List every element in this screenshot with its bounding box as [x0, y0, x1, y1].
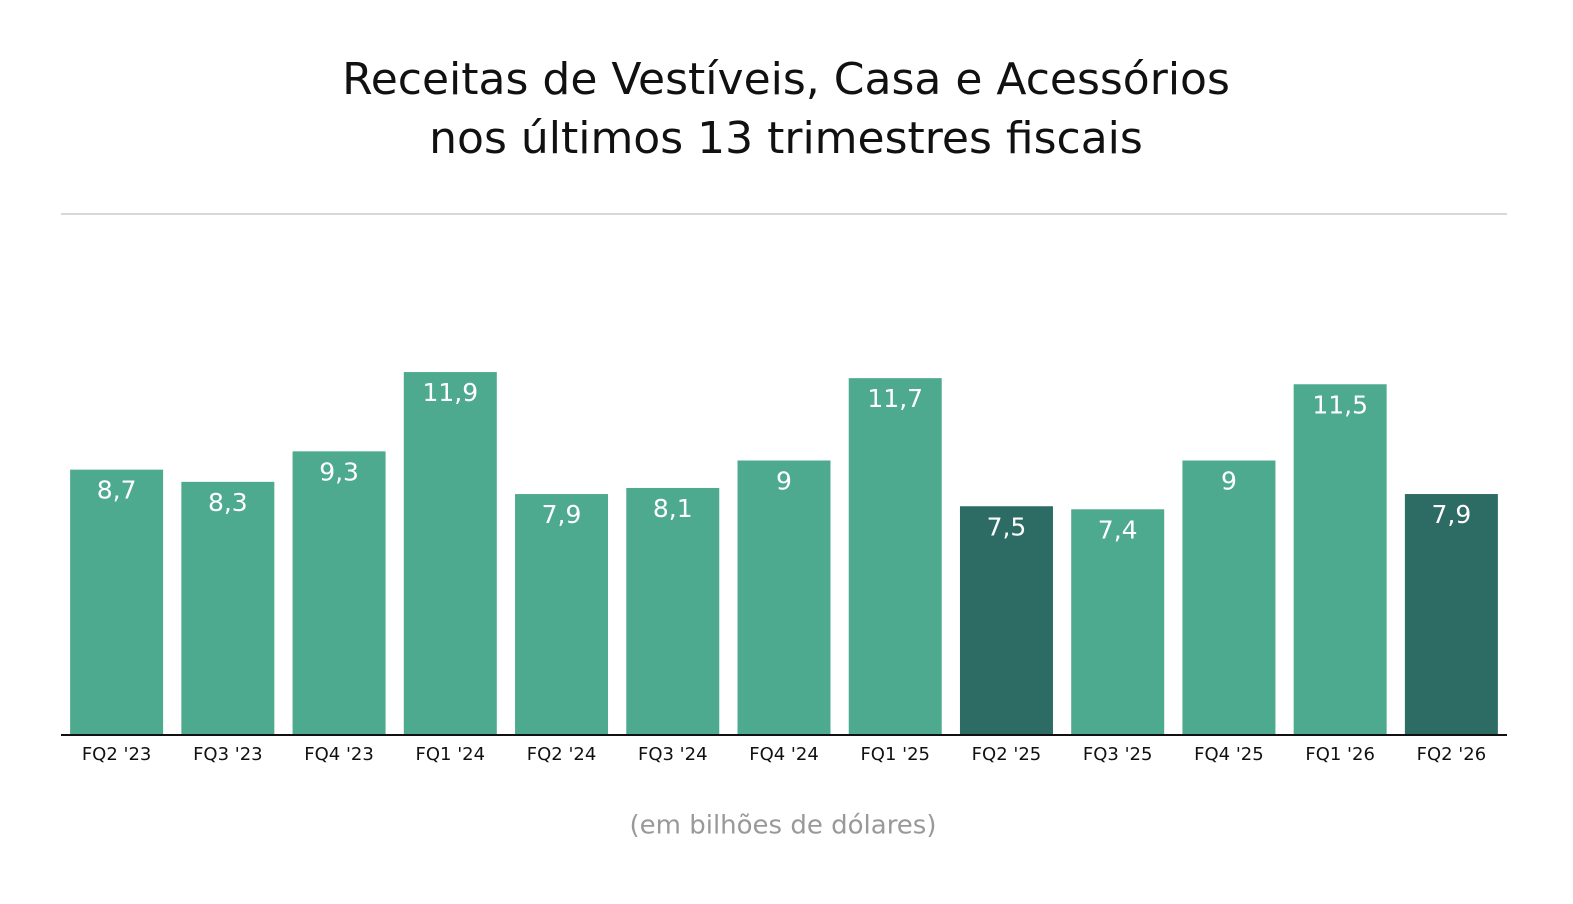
bar [181, 481, 275, 735]
value-label: 7,4 [1098, 515, 1138, 544]
bar [737, 460, 831, 735]
x-tick-label: FQ4 '25 [1194, 744, 1264, 765]
value-label: 9,3 [319, 457, 359, 486]
x-tick-label: FQ4 '24 [749, 744, 819, 765]
chart-title: nos últimos 13 trimestres fiscais [429, 113, 1143, 164]
value-label: 8,7 [97, 476, 137, 505]
value-label: 11,5 [1312, 390, 1368, 419]
chart-title: Receitas de Vestíveis, Casa e Acessórios [342, 54, 1230, 105]
x-tick-label: FQ1 '24 [416, 744, 486, 765]
value-label: 11,9 [422, 378, 478, 407]
x-tick-label: FQ3 '25 [1083, 744, 1153, 765]
x-tick-label: FQ2 '26 [1417, 744, 1487, 765]
x-tick-label: FQ1 '26 [1305, 744, 1375, 765]
unit-note: (em bilhões de dólares) [629, 811, 936, 841]
bar [70, 469, 164, 735]
bar [626, 487, 720, 735]
value-label: 11,7 [867, 384, 923, 413]
bar [403, 372, 497, 735]
value-label: 8,1 [653, 494, 693, 523]
bar [515, 494, 609, 735]
bar [1404, 494, 1498, 735]
x-tick-label: FQ4 '23 [304, 744, 374, 765]
value-label: 9 [776, 467, 792, 496]
bar [1182, 460, 1276, 735]
bar [1071, 509, 1165, 735]
x-tick-label: FQ3 '24 [638, 744, 708, 765]
bar [959, 506, 1053, 735]
value-label: 7,9 [542, 500, 582, 529]
value-label: 8,3 [208, 488, 248, 517]
value-label: 9 [1221, 467, 1237, 496]
value-label: 7,5 [987, 512, 1027, 541]
x-tick-label: FQ3 '23 [193, 744, 263, 765]
bar [848, 378, 942, 735]
x-tick-label: FQ2 '25 [972, 744, 1042, 765]
x-tick-label: FQ2 '23 [82, 744, 152, 765]
x-tick-label: FQ1 '25 [860, 744, 930, 765]
bar [292, 451, 386, 735]
value-label: 7,9 [1432, 500, 1472, 529]
bar [1293, 384, 1387, 735]
x-tick-label: FQ2 '24 [527, 744, 597, 765]
